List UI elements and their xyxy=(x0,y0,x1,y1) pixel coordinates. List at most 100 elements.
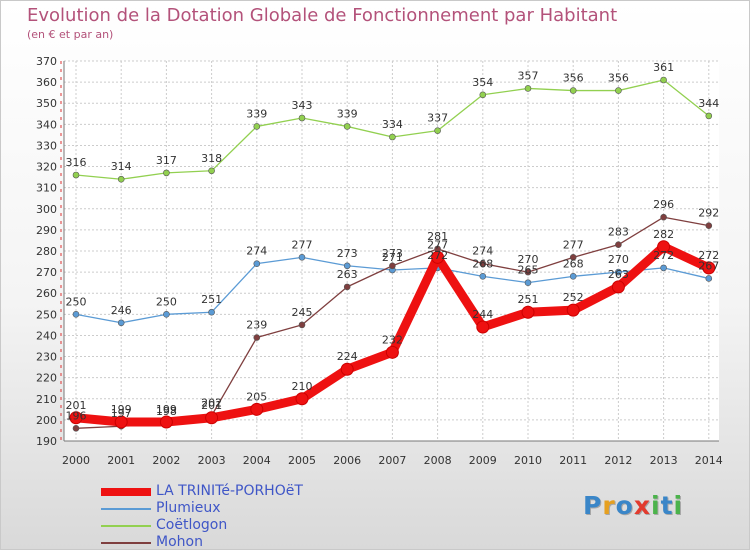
data-label: 343 xyxy=(292,99,313,112)
data-point xyxy=(702,261,716,275)
data-point xyxy=(295,392,309,406)
x-tick-label: 2004 xyxy=(243,454,271,467)
data-label: 357 xyxy=(518,69,539,82)
data-point xyxy=(385,345,399,359)
data-point xyxy=(524,268,532,276)
chart-subtitle: (en € et par an) xyxy=(27,28,114,41)
data-label: 277 xyxy=(563,238,584,251)
data-point xyxy=(660,76,667,84)
data-label: 265 xyxy=(518,264,539,277)
data-label: 337 xyxy=(427,112,448,125)
y-tick-label: 210 xyxy=(36,393,57,406)
data-label: 252 xyxy=(563,291,584,304)
y-tick-label: 340 xyxy=(36,118,57,131)
y-tick-label: 270 xyxy=(36,266,57,279)
data-label: 244 xyxy=(472,308,493,321)
data-label: 339 xyxy=(337,107,358,120)
y-tick-label: 260 xyxy=(36,287,57,300)
y-tick-label: 320 xyxy=(36,161,57,174)
legend-swatch xyxy=(101,525,151,527)
data-label: 201 xyxy=(201,399,222,412)
data-label: 296 xyxy=(653,198,674,211)
y-tick-label: 230 xyxy=(36,351,57,364)
data-label: 197 xyxy=(111,407,132,420)
data-point xyxy=(208,308,215,316)
legend-swatch xyxy=(101,508,151,510)
data-label: 232 xyxy=(382,333,403,346)
data-point xyxy=(343,262,351,270)
data-label: 317 xyxy=(156,154,177,167)
data-label: 268 xyxy=(472,257,493,270)
y-tick-label: 220 xyxy=(36,372,57,385)
data-label: 224 xyxy=(337,350,358,363)
data-label: 199 xyxy=(156,403,177,416)
data-point xyxy=(208,167,215,175)
y-tick-label: 200 xyxy=(36,414,57,427)
data-label: 251 xyxy=(518,293,539,306)
logo-letter: P xyxy=(583,491,603,520)
data-label: 277 xyxy=(427,238,448,251)
data-point xyxy=(298,254,306,261)
legend-swatch xyxy=(101,488,151,496)
data-point xyxy=(479,260,487,267)
data-point xyxy=(253,123,261,130)
data-label: 339 xyxy=(246,107,267,120)
data-label: 250 xyxy=(66,295,87,308)
legend-label: Mohon xyxy=(156,534,203,550)
data-label: 273 xyxy=(382,247,403,260)
data-label: 202 xyxy=(201,397,222,410)
x-tick-label: 2002 xyxy=(152,454,180,467)
data-label: 263 xyxy=(337,268,358,281)
data-label: 292 xyxy=(698,207,719,220)
data-label: 201 xyxy=(66,399,87,412)
data-label: 272 xyxy=(653,249,674,262)
data-point xyxy=(340,362,354,376)
data-point xyxy=(389,262,396,270)
x-tick-label: 2012 xyxy=(604,454,632,467)
line-chart: 190 200 210 220 230 240 250 260 270 280 290 300 310 3… xyxy=(36,55,723,467)
data-point xyxy=(476,320,490,334)
data-label: 314 xyxy=(111,160,132,173)
chart-title: Evolution de la Dotation Globale de Fonc… xyxy=(27,5,618,26)
data-point xyxy=(298,321,306,329)
data-point xyxy=(569,87,577,94)
data-point xyxy=(615,268,622,276)
data-label: 272 xyxy=(698,249,719,262)
data-point xyxy=(566,303,580,317)
data-label: 250 xyxy=(156,295,177,308)
data-label: 263 xyxy=(608,268,629,281)
data-label: 274 xyxy=(246,245,267,258)
data-label: 270 xyxy=(608,253,629,266)
data-label: 210 xyxy=(292,380,313,393)
y-tick-label: 280 xyxy=(36,245,57,258)
legend-label: Coëtlogon xyxy=(156,517,228,533)
legend-label: Plumieux xyxy=(156,500,221,516)
logo-letter: t xyxy=(660,491,674,520)
data-label: 356 xyxy=(608,72,629,85)
logo-letter: i xyxy=(651,491,661,520)
x-tick-label: 2010 xyxy=(514,454,542,467)
data-point xyxy=(705,275,713,282)
y-tick-label: 310 xyxy=(36,182,57,195)
data-point xyxy=(159,415,173,429)
data-point xyxy=(72,311,80,318)
data-label: 274 xyxy=(472,245,493,258)
data-point xyxy=(114,415,128,429)
data-point xyxy=(660,213,667,221)
data-label: 316 xyxy=(66,156,87,169)
data-point xyxy=(657,240,671,254)
data-label: 196 xyxy=(66,409,87,422)
data-point xyxy=(660,264,667,272)
x-tick-label: 2013 xyxy=(650,454,678,467)
data-point xyxy=(615,241,622,248)
data-point xyxy=(434,127,441,134)
data-label: 282 xyxy=(653,228,674,241)
logo-letter: x xyxy=(633,491,651,520)
data-label: 356 xyxy=(563,72,584,85)
data-point xyxy=(569,254,577,261)
data-point xyxy=(117,319,125,327)
data-point xyxy=(705,222,713,229)
data-point xyxy=(69,411,83,425)
data-point xyxy=(253,334,261,341)
